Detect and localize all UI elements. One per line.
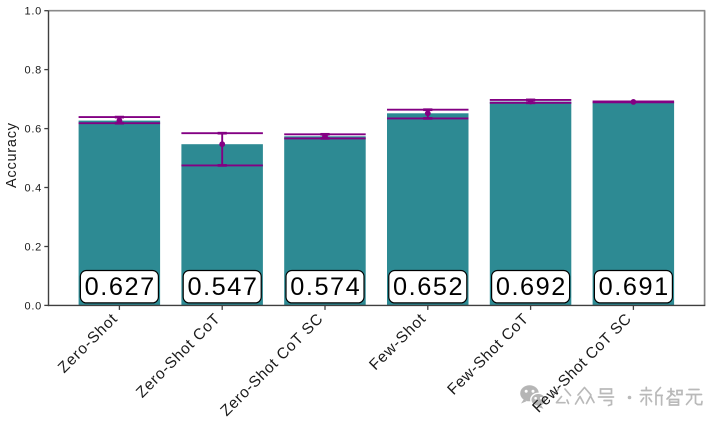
svg-text:0.0: 0.0 <box>25 300 42 312</box>
svg-text:0.2: 0.2 <box>25 241 42 253</box>
svg-text:0.547: 0.547 <box>187 273 257 301</box>
svg-text:0.627: 0.627 <box>85 273 154 301</box>
svg-text:0.6: 0.6 <box>25 124 42 136</box>
svg-text:0.574: 0.574 <box>290 273 360 301</box>
svg-text:0.652: 0.652 <box>393 273 463 301</box>
svg-text:0.8: 0.8 <box>25 65 42 77</box>
svg-text:0.4: 0.4 <box>25 182 42 194</box>
svg-text:1.0: 1.0 <box>25 6 42 18</box>
svg-text:Accuracy: Accuracy <box>4 122 20 188</box>
svg-text:0.691: 0.691 <box>599 273 669 301</box>
svg-text:0.692: 0.692 <box>496 273 566 301</box>
